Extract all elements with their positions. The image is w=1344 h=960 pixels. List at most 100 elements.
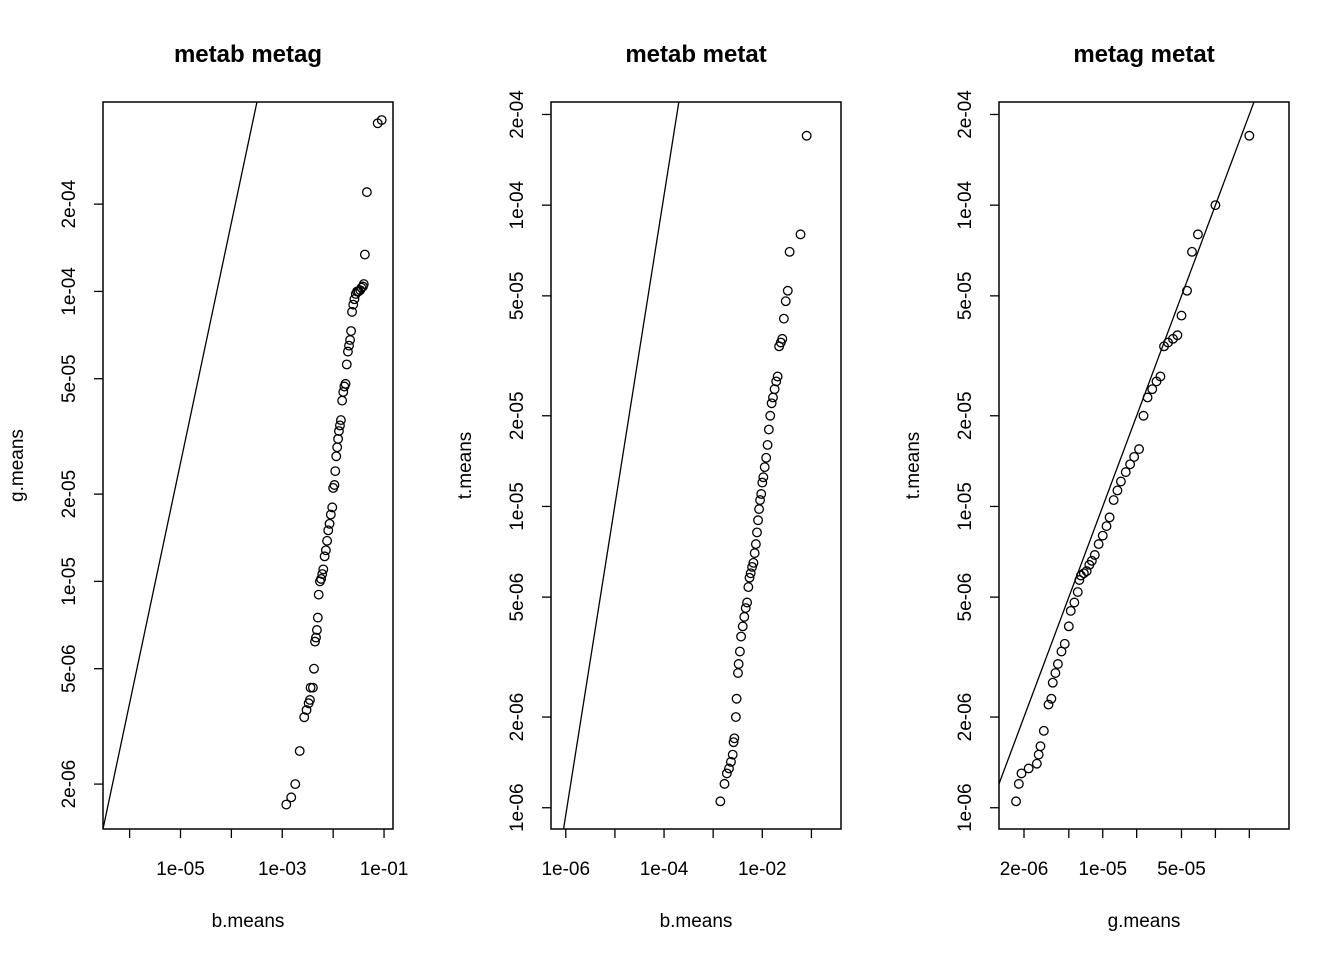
data-point <box>317 569 328 580</box>
data-point <box>749 548 760 559</box>
data-point <box>733 668 743 678</box>
data-point <box>725 756 736 767</box>
data-point <box>733 659 744 669</box>
data-point <box>1172 330 1183 341</box>
y-tick-label: 1e-04 <box>507 180 528 229</box>
data-point <box>1089 550 1100 560</box>
y-tick-label: 1e-04 <box>955 180 976 229</box>
data-point <box>1074 575 1085 585</box>
data-point <box>309 663 319 674</box>
data-point <box>1108 495 1119 506</box>
data-point <box>1176 310 1187 321</box>
data-point <box>750 539 761 550</box>
data-point <box>736 631 747 642</box>
data-point <box>719 778 730 789</box>
x-tick-label: 2e-06 <box>1000 859 1049 880</box>
data-point <box>780 296 791 307</box>
data-point <box>331 451 342 462</box>
data-point <box>320 545 331 556</box>
y-tick-label: 1e-04 <box>59 267 80 316</box>
data-point <box>1210 200 1221 211</box>
data-point <box>348 299 359 310</box>
data-point <box>346 326 357 337</box>
data-point <box>1115 476 1126 487</box>
data-point <box>312 612 323 623</box>
plot-frame <box>102 101 394 830</box>
data-point <box>755 495 765 506</box>
y-tick-label: 5e-06 <box>507 573 528 622</box>
y-tick-label: 1e-06 <box>955 783 976 832</box>
data-point <box>748 557 759 568</box>
data-point <box>1112 485 1123 496</box>
data-point <box>327 502 338 513</box>
y-axis-label: g.means <box>7 429 28 502</box>
data-point <box>1120 467 1131 478</box>
data-point <box>311 625 322 635</box>
reference-line <box>999 102 1255 785</box>
data-point <box>758 472 769 483</box>
data-point <box>1013 778 1024 789</box>
data-point <box>1093 539 1104 550</box>
data-point <box>744 572 755 583</box>
data-point <box>347 306 357 317</box>
y-tick-label: 2e-06 <box>59 760 80 809</box>
scatter-panel-2: metab metat 1e-06 1e-04 1e-02 1e-06 2e-06 5e-0… <box>455 41 842 932</box>
panel-title: metab metat <box>625 41 766 68</box>
data-point <box>301 705 312 716</box>
data-point <box>734 646 745 657</box>
data-point <box>286 792 297 803</box>
data-point <box>766 398 777 409</box>
data-point <box>344 340 354 351</box>
data-point <box>1104 512 1115 523</box>
y-tick-label: 5e-05 <box>59 354 80 403</box>
data-point <box>1033 749 1044 760</box>
y-tick-label: 5e-05 <box>507 272 528 321</box>
data-point <box>316 573 327 584</box>
data-point <box>1138 410 1149 421</box>
plot-frame <box>550 101 842 830</box>
data-point <box>759 462 770 473</box>
data-point <box>763 424 774 435</box>
data-point <box>1078 568 1089 579</box>
data-point <box>334 426 344 436</box>
y-tick-label: 2e-05 <box>59 470 80 519</box>
y-tick-label: 1e-05 <box>955 482 976 531</box>
x-axis-label: b.means <box>660 911 733 932</box>
data-point <box>1063 621 1074 632</box>
data-point <box>1047 677 1058 688</box>
data-point <box>299 712 310 723</box>
data-point <box>361 187 372 198</box>
data-point <box>739 611 750 622</box>
y-tick-label: 2e-05 <box>507 391 528 440</box>
data-point <box>322 535 333 546</box>
panel-title: metag metat <box>1073 41 1214 68</box>
data-point <box>342 346 353 357</box>
data-point <box>310 636 320 647</box>
data-point <box>1129 451 1140 462</box>
data-point <box>782 285 793 296</box>
data-point <box>1043 699 1054 710</box>
data-point <box>731 693 742 704</box>
y-tick-label: 2e-06 <box>955 693 976 742</box>
data-point <box>1244 130 1255 141</box>
data-point <box>323 525 334 536</box>
x-tick-label: 1e-01 <box>360 859 409 880</box>
data-point <box>1097 530 1108 541</box>
data-point <box>761 452 772 463</box>
data-point <box>742 597 753 608</box>
data-point <box>1031 758 1042 769</box>
data-point <box>311 632 321 643</box>
data-point <box>318 564 329 575</box>
data-point <box>313 589 324 600</box>
data-point <box>772 371 783 382</box>
x-tick-label: 1e-04 <box>640 859 689 880</box>
data-point <box>1072 587 1083 597</box>
x-tick-label: 1e-06 <box>541 859 590 880</box>
data-point <box>332 442 343 453</box>
data-point <box>290 779 301 790</box>
data-point <box>778 313 789 324</box>
data-point <box>752 527 762 538</box>
data-point <box>1038 725 1049 736</box>
data-point <box>727 749 738 760</box>
